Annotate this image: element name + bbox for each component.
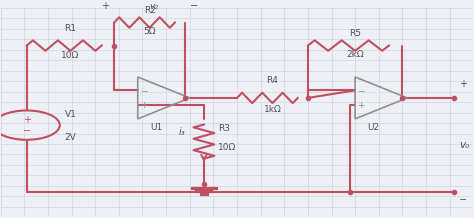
Text: 10Ω: 10Ω — [61, 51, 80, 60]
Text: R2: R2 — [144, 6, 155, 15]
Text: 2V: 2V — [64, 133, 76, 142]
Text: i₃: i₃ — [178, 128, 185, 138]
Text: 10Ω: 10Ω — [218, 143, 237, 152]
Text: U2: U2 — [367, 123, 379, 132]
Text: v₀: v₀ — [459, 140, 469, 150]
Text: −: − — [140, 86, 147, 95]
Text: −: − — [357, 86, 365, 95]
Text: 5Ω: 5Ω — [143, 27, 156, 36]
Text: R4: R4 — [266, 76, 278, 85]
Text: U1: U1 — [150, 123, 162, 132]
Text: R5: R5 — [349, 29, 361, 38]
Text: −: − — [459, 195, 467, 205]
Text: +: + — [23, 115, 31, 124]
Text: 2kΩ: 2kΩ — [346, 50, 364, 59]
Text: R1: R1 — [64, 24, 76, 33]
Text: +: + — [140, 101, 147, 110]
Text: +: + — [459, 79, 467, 89]
Text: V1: V1 — [64, 110, 76, 119]
Text: +: + — [100, 1, 109, 11]
Text: 1kΩ: 1kΩ — [264, 105, 282, 114]
Text: −: − — [191, 1, 199, 11]
Text: v₂: v₂ — [150, 2, 159, 11]
Text: +: + — [357, 101, 365, 110]
Text: R3: R3 — [218, 124, 230, 133]
Text: −: − — [23, 126, 31, 136]
